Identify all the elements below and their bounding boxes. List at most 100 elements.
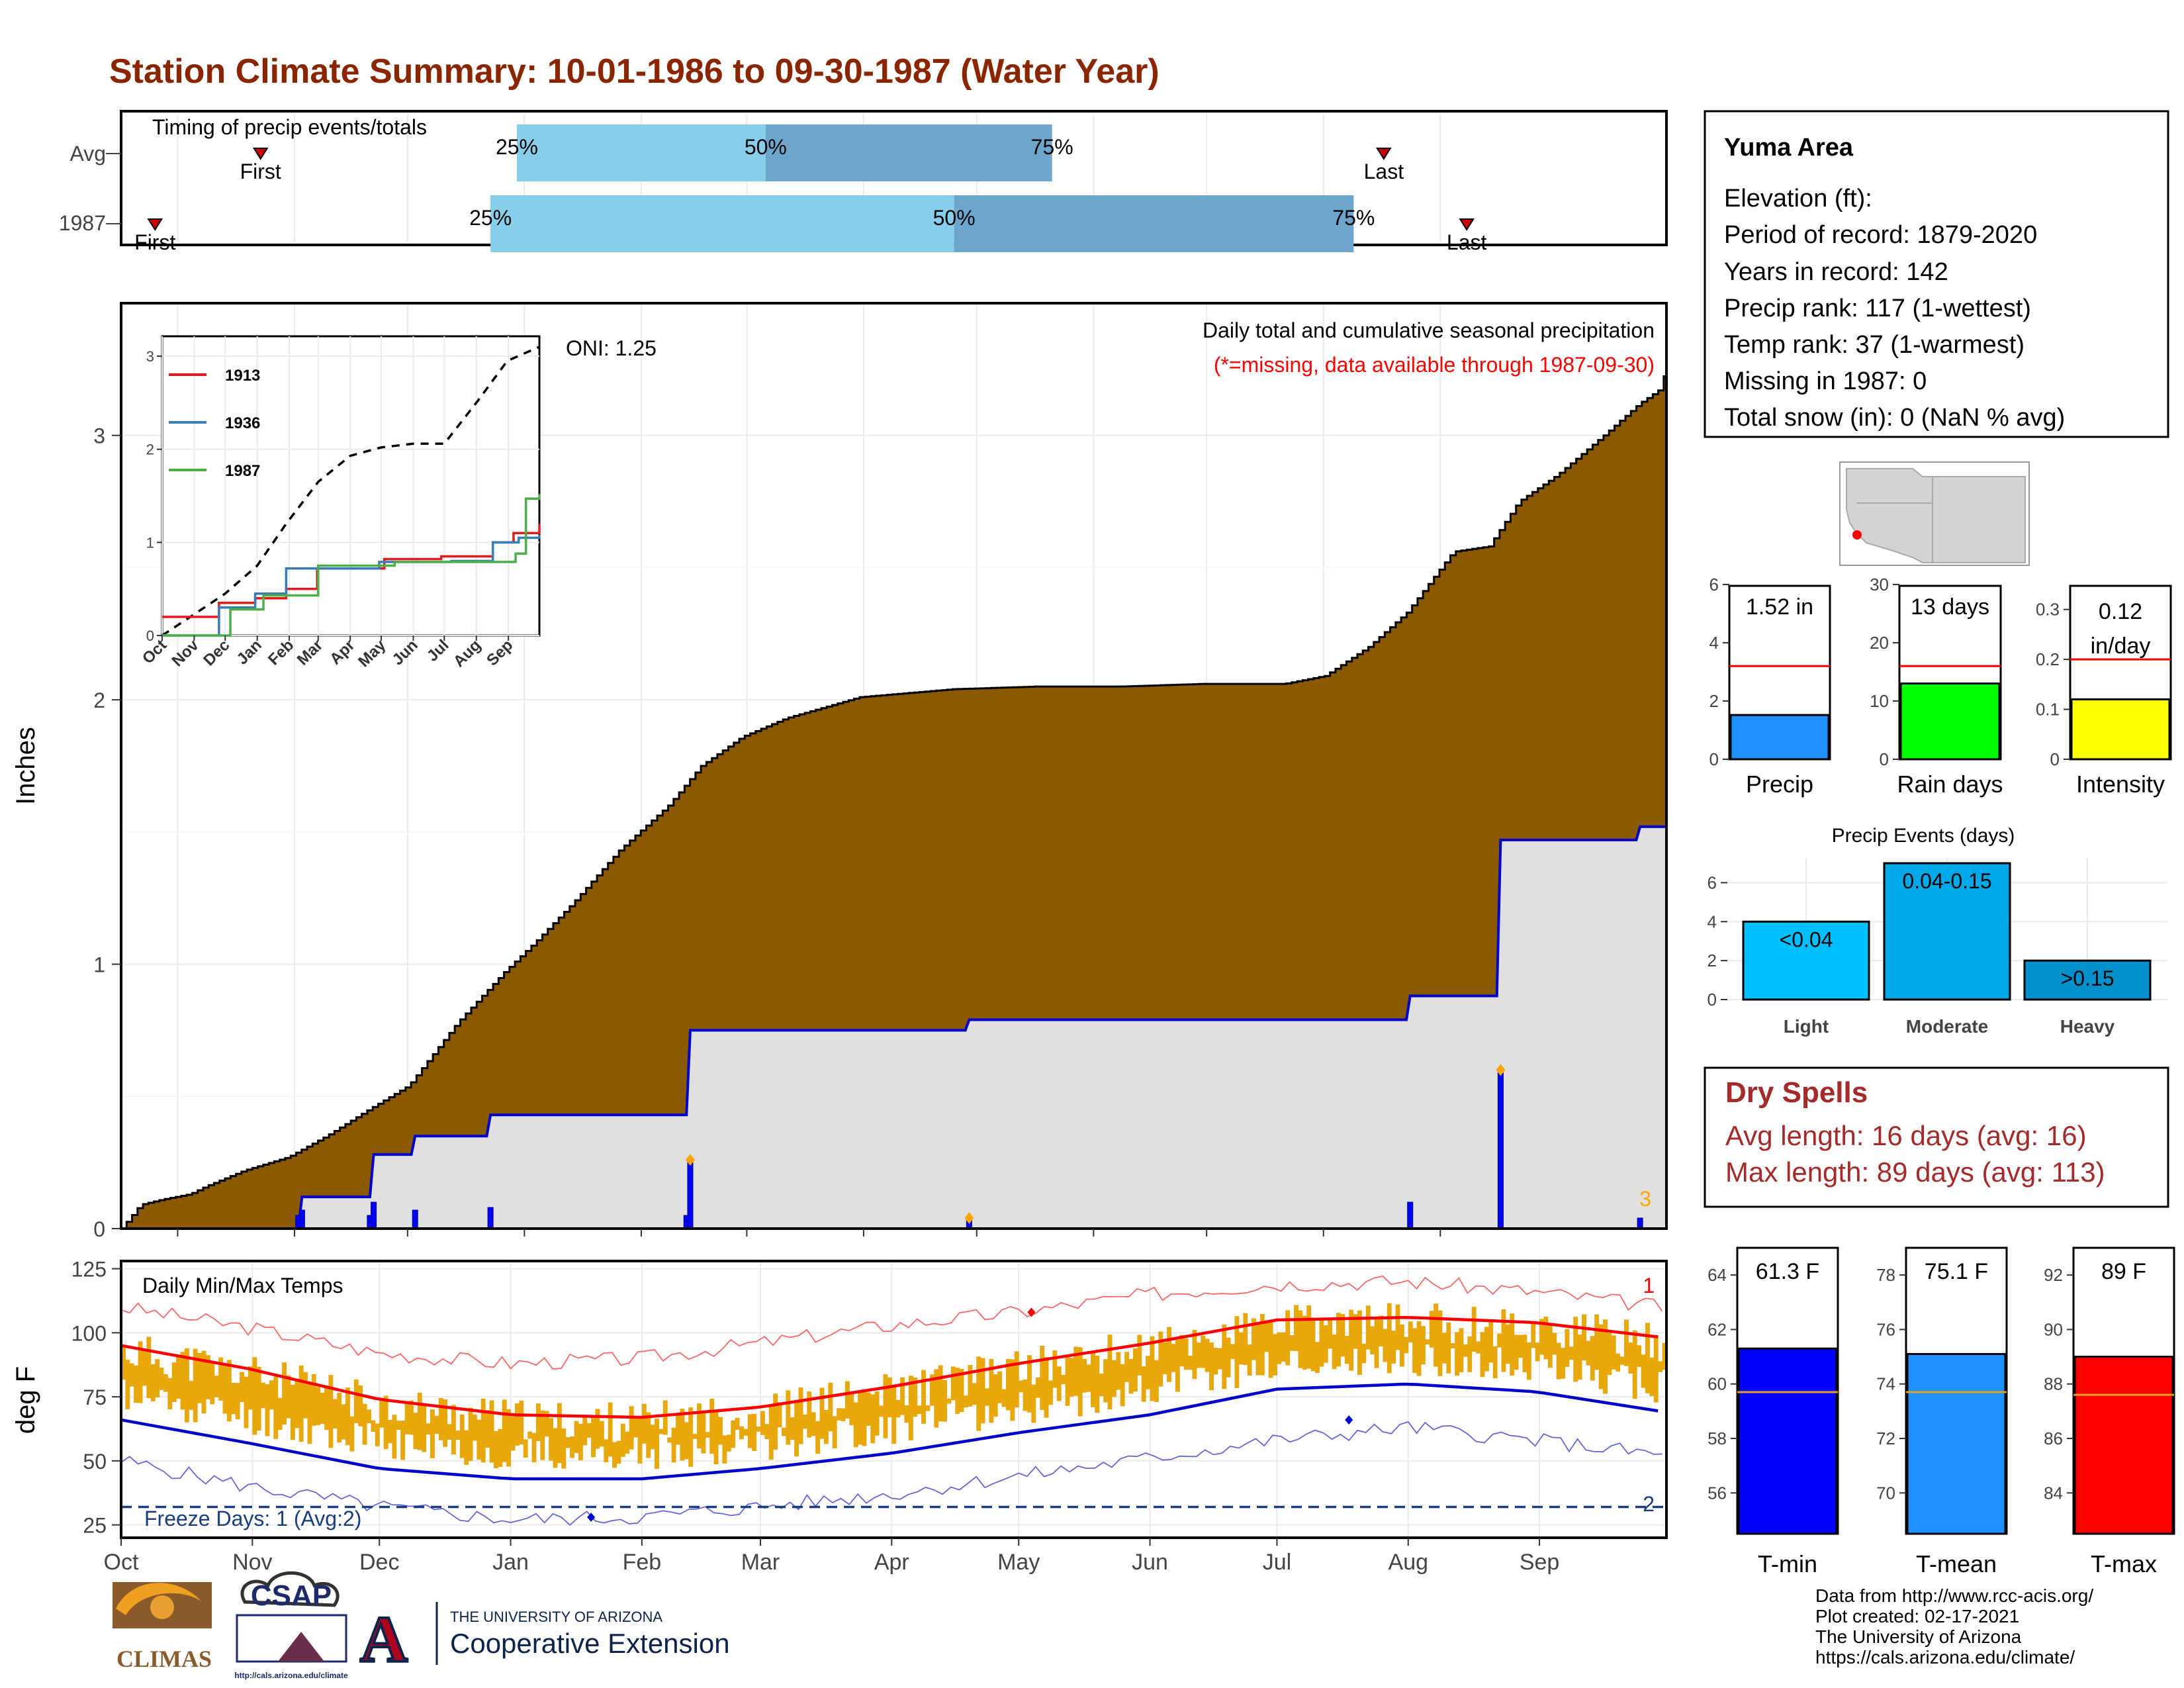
daily-temp-range bbox=[620, 1423, 625, 1457]
daily-temp-range bbox=[1132, 1348, 1138, 1392]
daily-temp-range bbox=[1099, 1374, 1104, 1397]
daily-temp-range bbox=[1395, 1304, 1400, 1350]
daily-temp-range bbox=[1006, 1358, 1011, 1411]
daily-temp-range bbox=[1023, 1379, 1028, 1411]
daily-temp-range bbox=[240, 1372, 245, 1402]
temp-mean-ytick-label: 70 bbox=[1876, 1483, 1895, 1503]
temp-mean-value-label: 89 F bbox=[2101, 1259, 2146, 1284]
daily-temp-range bbox=[1637, 1345, 1642, 1367]
daily-temp-range bbox=[921, 1370, 926, 1424]
daily-temp-range bbox=[908, 1376, 913, 1440]
month-label: Apr bbox=[874, 1550, 909, 1575]
freeze-label: Freeze Days: 1 (Avg:2) bbox=[144, 1507, 361, 1530]
daily-temp-range bbox=[561, 1428, 567, 1469]
daily-temp-range bbox=[1569, 1346, 1574, 1360]
daily-temp-range bbox=[1268, 1320, 1273, 1378]
daily-temp-range bbox=[341, 1404, 346, 1440]
page-title: Station Climate Summary: 10-01-1986 to 0… bbox=[109, 52, 1160, 91]
station-info-box: Yuma Area Elevation (ft): Period of reco… bbox=[1704, 110, 2169, 438]
month-label: Feb bbox=[623, 1550, 662, 1575]
daily-temp-range bbox=[443, 1399, 448, 1447]
avg-max-line bbox=[120, 1316, 1659, 1419]
total-category-label: Precip bbox=[1746, 771, 1813, 798]
event-bar bbox=[1883, 862, 2011, 1001]
total-value-label: 0.12 bbox=[2099, 599, 2142, 624]
total-category-label: Intensity bbox=[2076, 771, 2165, 798]
daily-temp-range bbox=[646, 1412, 651, 1458]
daily-temp-range bbox=[1378, 1315, 1383, 1346]
climas-logo-text: CLIMAS bbox=[116, 1646, 212, 1672]
event-category-label: Moderate bbox=[1906, 1016, 1988, 1037]
events-plot: 0 2 4 6 <0.04 Light 0.04-0.15 Moderate >0.15 Heav… bbox=[1707, 858, 2167, 1037]
month-label: May bbox=[997, 1550, 1040, 1575]
precip-ylabel: Inches bbox=[11, 727, 40, 805]
daily-temp-range bbox=[1641, 1354, 1646, 1388]
totals-charts: 0 2 4 6 1.52 in Precip 0 10 20 30 13 days Rain days… bbox=[1709, 575, 2172, 798]
daily-temp-range bbox=[1285, 1310, 1291, 1366]
month-label: Mar bbox=[741, 1550, 780, 1575]
daily-temp-range bbox=[637, 1417, 643, 1464]
info-line: Period of record: 1879-2020 bbox=[1724, 221, 2037, 249]
inset-legend: 1913 1936 1987 bbox=[169, 367, 260, 480]
daily-temp-range bbox=[180, 1352, 185, 1410]
daily-temp-range bbox=[290, 1385, 295, 1440]
dry-spells-title: Dry Spells bbox=[1725, 1076, 1868, 1109]
daily-temp-range bbox=[832, 1416, 837, 1449]
month-label: Jun bbox=[1132, 1550, 1168, 1575]
precip-panel: 0 1 2 3 Inches Daily total and cumulative s… bbox=[11, 302, 1668, 1241]
daily-temp-range bbox=[929, 1374, 934, 1406]
daily-temp-range bbox=[265, 1384, 270, 1436]
daily-temp-range bbox=[1251, 1318, 1256, 1360]
temp-ytick-label: 75 bbox=[83, 1385, 107, 1409]
daily-temp-range bbox=[760, 1411, 765, 1435]
daily-temp-range bbox=[256, 1366, 261, 1431]
month-label: Jan bbox=[492, 1550, 529, 1575]
daily-temp-range bbox=[883, 1374, 888, 1438]
daily-temp-range bbox=[968, 1365, 973, 1407]
daily-temp-range bbox=[1488, 1321, 1494, 1363]
daily-temp-range bbox=[231, 1382, 236, 1415]
daily-temp-range bbox=[557, 1403, 562, 1464]
ua-big-text: Cooperative Extension bbox=[450, 1628, 730, 1659]
daily-temp-range bbox=[891, 1387, 897, 1444]
daily-temp-range bbox=[1603, 1319, 1608, 1394]
daily-temp-range bbox=[599, 1421, 604, 1447]
daily-temp-range bbox=[641, 1403, 647, 1444]
credit-line: Data from http://www.rcc-acis.org/ bbox=[1815, 1585, 2093, 1606]
daily-temp-range bbox=[1226, 1337, 1231, 1378]
timing-pct-label: 75% bbox=[1031, 135, 1073, 159]
daily-temp-range bbox=[184, 1348, 189, 1423]
daily-temp-range bbox=[226, 1360, 232, 1422]
daily-temp-range bbox=[332, 1399, 338, 1429]
daily-temp-range bbox=[320, 1392, 325, 1425]
daily-temp-range bbox=[1437, 1310, 1443, 1376]
daily-temp-range bbox=[1056, 1366, 1062, 1401]
total-ytick-label: 30 bbox=[1870, 575, 1889, 594]
daily-temp-range bbox=[1514, 1335, 1519, 1370]
daily-temp-range bbox=[531, 1432, 537, 1463]
daily-temp-range bbox=[1561, 1348, 1565, 1379]
daily-precip-bar bbox=[412, 1209, 418, 1229]
daily-temp-range bbox=[1391, 1331, 1396, 1364]
daily-temp-range bbox=[248, 1366, 253, 1410]
daily-temp-range bbox=[159, 1367, 164, 1390]
daily-temp-range bbox=[1429, 1311, 1434, 1348]
daily-temp-range bbox=[489, 1400, 494, 1463]
csap-logo-text: CSAP bbox=[251, 1579, 332, 1612]
timing-marker-label: Last bbox=[1447, 230, 1487, 254]
daily-temp-range bbox=[286, 1375, 291, 1419]
temp-mean-category-label: T-mean bbox=[1916, 1550, 1997, 1577]
daily-temp-range bbox=[1035, 1377, 1040, 1398]
events-ytick-label: 0 bbox=[1707, 990, 1717, 1009]
daily-temp-range bbox=[1455, 1332, 1460, 1376]
daily-temp-range bbox=[790, 1417, 795, 1440]
daily-temp-range bbox=[565, 1437, 570, 1448]
credit-line: Plot created: 02-17-2021 bbox=[1815, 1606, 2019, 1626]
temp-mean-ytick-label: 84 bbox=[2044, 1483, 2063, 1503]
temp-mean-ytick-label: 74 bbox=[1876, 1374, 1895, 1394]
timing-bar-q2 bbox=[954, 195, 1354, 252]
temp-count-bottom: 2 bbox=[1643, 1492, 1655, 1516]
precip-ytick-label: 3 bbox=[93, 424, 105, 448]
daily-temp-range bbox=[1150, 1336, 1155, 1401]
timing-marker-label: First bbox=[240, 160, 281, 183]
